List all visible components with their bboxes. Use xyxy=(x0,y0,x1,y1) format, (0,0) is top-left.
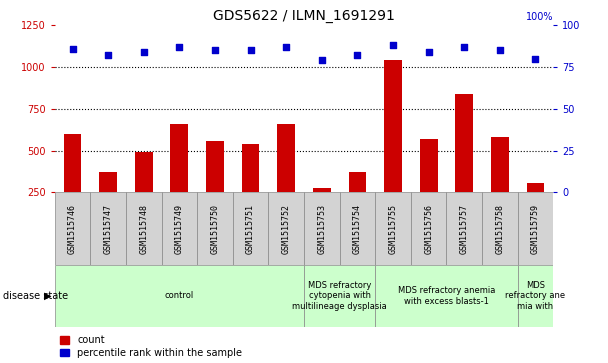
Text: control: control xyxy=(165,291,194,300)
Bar xyxy=(277,124,295,234)
Bar xyxy=(340,192,375,265)
Bar xyxy=(268,192,304,265)
Text: GSM1515755: GSM1515755 xyxy=(389,204,398,254)
Point xyxy=(282,44,291,50)
Bar xyxy=(91,192,126,265)
Text: 100%: 100% xyxy=(526,12,553,22)
Bar xyxy=(64,134,81,234)
Text: GSM1515749: GSM1515749 xyxy=(175,204,184,254)
Point xyxy=(460,44,469,50)
Text: GSM1515748: GSM1515748 xyxy=(139,204,148,254)
Bar xyxy=(55,192,91,265)
Bar xyxy=(241,144,260,234)
Point xyxy=(388,42,398,48)
Point xyxy=(103,53,113,58)
Bar xyxy=(420,139,438,234)
Bar xyxy=(482,192,517,265)
Bar xyxy=(126,192,162,265)
Bar xyxy=(197,192,233,265)
Text: GSM1515747: GSM1515747 xyxy=(103,204,112,254)
Point xyxy=(531,56,541,62)
Point xyxy=(317,58,326,64)
Point xyxy=(353,53,362,58)
Text: disease state: disease state xyxy=(3,291,68,301)
Point xyxy=(246,48,255,53)
Bar xyxy=(455,94,473,234)
Bar xyxy=(313,188,331,234)
Text: GSM1515746: GSM1515746 xyxy=(68,204,77,254)
Legend: count, percentile rank within the sample: count, percentile rank within the sample xyxy=(60,335,242,358)
Bar xyxy=(304,192,340,265)
Bar xyxy=(527,183,544,234)
Bar xyxy=(375,192,411,265)
Text: GSM1515753: GSM1515753 xyxy=(317,204,326,254)
Point xyxy=(210,48,220,53)
Bar xyxy=(135,152,153,234)
Text: GSM1515751: GSM1515751 xyxy=(246,204,255,254)
Text: MDS refractory anemia
with excess blasts-1: MDS refractory anemia with excess blasts… xyxy=(398,286,495,306)
Point xyxy=(495,48,505,53)
Bar xyxy=(206,140,224,234)
Bar xyxy=(375,265,517,327)
Title: GDS5622 / ILMN_1691291: GDS5622 / ILMN_1691291 xyxy=(213,9,395,23)
Text: GSM1515752: GSM1515752 xyxy=(282,204,291,254)
Bar xyxy=(99,172,117,234)
Text: ▶: ▶ xyxy=(44,291,52,301)
Bar xyxy=(162,192,197,265)
Bar xyxy=(384,61,402,234)
Bar xyxy=(517,265,553,327)
Text: GSM1515754: GSM1515754 xyxy=(353,204,362,254)
Text: GSM1515758: GSM1515758 xyxy=(496,204,505,254)
Bar xyxy=(233,192,268,265)
Bar xyxy=(55,265,304,327)
Bar xyxy=(446,192,482,265)
Text: GSM1515750: GSM1515750 xyxy=(210,204,219,254)
Point xyxy=(67,46,77,52)
Text: MDS refractory
cytopenia with
multilineage dysplasia: MDS refractory cytopenia with multilinea… xyxy=(292,281,387,311)
Text: MDS
refractory ane
mia with: MDS refractory ane mia with xyxy=(505,281,565,311)
Text: GSM1515757: GSM1515757 xyxy=(460,204,469,254)
Bar xyxy=(348,172,366,234)
Bar xyxy=(170,124,188,234)
Text: GSM1515756: GSM1515756 xyxy=(424,204,433,254)
Bar xyxy=(411,192,446,265)
Point xyxy=(139,49,148,55)
Bar xyxy=(304,265,375,327)
Bar xyxy=(517,192,553,265)
Text: GSM1515759: GSM1515759 xyxy=(531,204,540,254)
Point xyxy=(424,49,434,55)
Bar xyxy=(491,137,509,234)
Point xyxy=(174,44,184,50)
